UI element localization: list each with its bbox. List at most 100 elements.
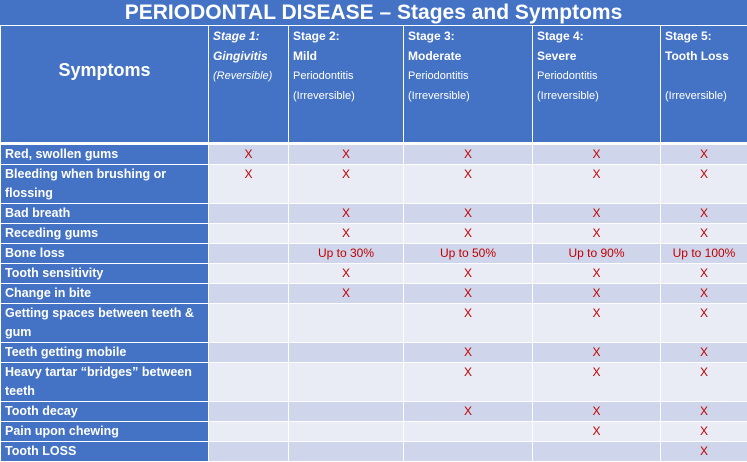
stages-symptoms-table: Symptoms Stage 1:Gingivitis (Reversible)… — [0, 25, 747, 462]
symptom-label: Bone loss — [1, 244, 209, 264]
stage-header-line: Moderate — [408, 46, 528, 66]
symptom-label: Bleeding when brushing or flossing — [1, 165, 209, 204]
stage-cell — [289, 442, 404, 462]
stage-cell — [209, 284, 289, 304]
stage-header-line: (Irreversible) — [293, 86, 399, 106]
symptom-mark: X — [661, 422, 747, 442]
slide-title: PERIODONTAL DISEASE – Stages and Symptom… — [0, 0, 747, 25]
stage-cell — [289, 402, 404, 422]
stage-cell: Up to 30% — [289, 244, 404, 264]
symptom-mark: X — [289, 224, 404, 244]
symptom-mark: X — [533, 165, 661, 204]
symptom-mark: X — [289, 165, 404, 204]
symptom-mark: X — [289, 264, 404, 284]
stage-header-5: Stage 5:Tooth Loss (Irreversible) — [661, 26, 747, 144]
stage-cell — [404, 442, 533, 462]
stage-cell — [289, 363, 404, 402]
stage-header-line: Stage 1: — [213, 26, 284, 46]
symptom-mark: X — [404, 402, 533, 422]
symptom-mark: X — [533, 144, 661, 165]
stage-cell — [209, 442, 289, 462]
symptom-mark: X — [533, 264, 661, 284]
symptom-label: Receding gums — [1, 224, 209, 244]
symptom-mark: X — [209, 165, 289, 204]
stage-header-line: Gingivitis — [213, 46, 284, 66]
stage-header-line — [665, 66, 743, 86]
stage-cell — [289, 422, 404, 442]
stage-cell — [533, 442, 661, 462]
stage-cell — [289, 343, 404, 363]
symptom-label: Heavy tartar “bridges” between teeth — [1, 363, 209, 402]
symptom-label: Change in bite — [1, 284, 209, 304]
symptom-label: Red, swollen gums — [1, 144, 209, 165]
stage-cell — [209, 264, 289, 284]
symptom-mark: X — [661, 442, 747, 462]
stage-header-line: (Irreversible) — [408, 86, 528, 106]
stage-header-1: Stage 1:Gingivitis (Reversible) — [209, 26, 289, 144]
symptom-mark: X — [533, 343, 661, 363]
symptom-mark: X — [533, 224, 661, 244]
symptom-label: Pain upon chewing — [1, 422, 209, 442]
symptom-mark: X — [661, 224, 747, 244]
table-row: Bone loss Up to 30%Up to 50%Up to 90%Up t… — [1, 244, 747, 264]
stage-cell — [209, 363, 289, 402]
stage-header-line: Stage 3: — [408, 26, 528, 46]
symptom-mark: X — [289, 284, 404, 304]
stage-header-line: (Irreversible) — [665, 86, 743, 106]
stage-header-line: Stage 2: — [293, 26, 399, 46]
symptom-mark: X — [533, 422, 661, 442]
symptom-mark: X — [661, 144, 747, 165]
stage-cell — [404, 422, 533, 442]
stage-header-line: Tooth Loss — [665, 46, 743, 66]
symptom-mark: X — [533, 284, 661, 304]
stage-cell: Up to 100% — [661, 244, 747, 264]
stage-header-line: Periodontitis — [537, 66, 656, 86]
symptom-mark: X — [289, 204, 404, 224]
stage-header-line: Mild — [293, 46, 399, 66]
symptom-mark: X — [661, 304, 747, 343]
symptom-mark: X — [404, 264, 533, 284]
symptom-mark: X — [661, 363, 747, 402]
stage-cell — [209, 402, 289, 422]
symptom-mark: X — [404, 144, 533, 165]
symptom-mark: X — [404, 204, 533, 224]
stage-cell — [209, 244, 289, 264]
symptom-mark: X — [661, 165, 747, 204]
symptom-label: Tooth decay — [1, 402, 209, 422]
stage-cell: Up to 90% — [533, 244, 661, 264]
stage-header-line: Periodontitis — [293, 66, 399, 86]
symptom-mark: X — [404, 284, 533, 304]
symptom-mark: X — [404, 363, 533, 402]
stage-header-line: Stage 5: — [665, 26, 743, 46]
symptom-mark: X — [404, 304, 533, 343]
symptom-mark: X — [661, 204, 747, 224]
symptom-mark: X — [289, 144, 404, 165]
symptom-label: Teeth getting mobile — [1, 343, 209, 363]
symptom-mark: X — [661, 264, 747, 284]
symptom-label: Tooth LOSS — [1, 442, 209, 462]
symptom-label: Bad breath — [1, 204, 209, 224]
stage-cell — [209, 204, 289, 224]
stage-cell — [209, 224, 289, 244]
stage-header-line: (Irreversible) — [537, 86, 656, 106]
symptom-mark: X — [404, 343, 533, 363]
symptom-label: Tooth sensitivity — [1, 264, 209, 284]
stage-cell — [209, 304, 289, 343]
stage-cell: Up to 50% — [404, 244, 533, 264]
symptom-mark: X — [533, 402, 661, 422]
stage-header-line: (Reversible) — [213, 66, 284, 86]
symptom-mark: X — [209, 144, 289, 165]
symptom-mark: X — [533, 304, 661, 343]
symptoms-header: Symptoms — [1, 26, 209, 144]
